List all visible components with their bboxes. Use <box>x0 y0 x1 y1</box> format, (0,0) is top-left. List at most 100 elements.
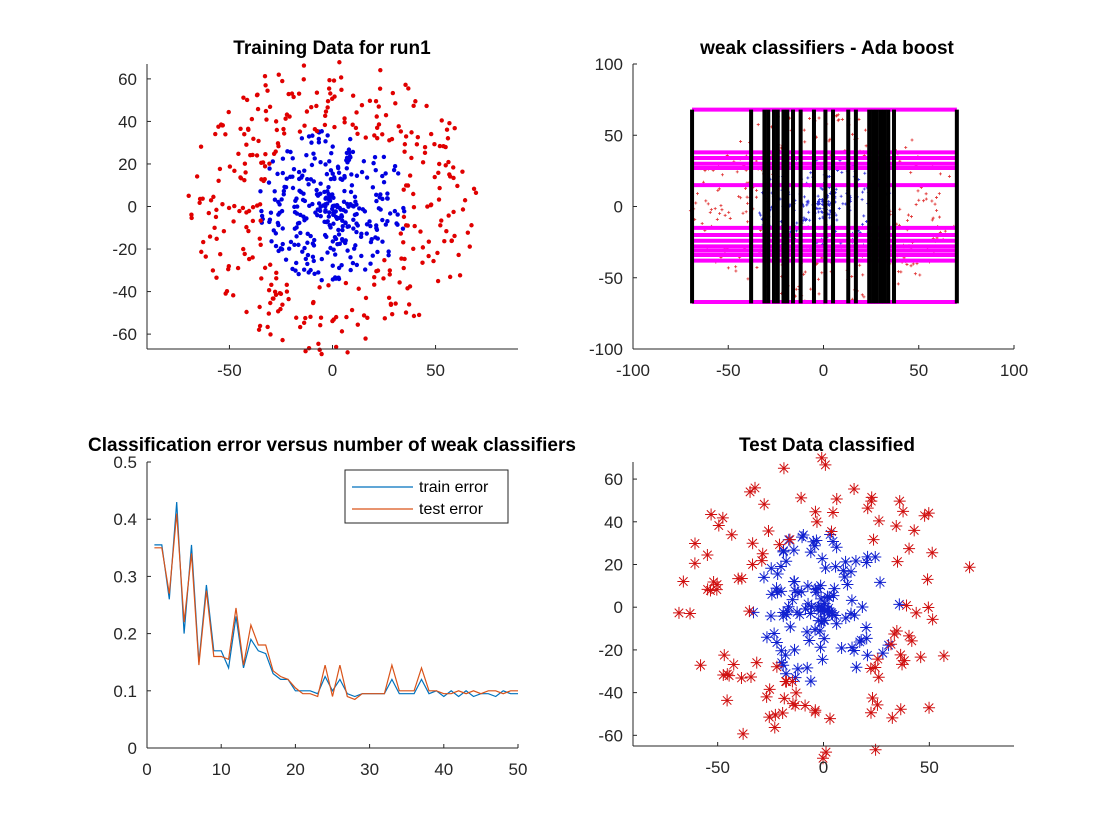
weak-data-point <box>723 213 727 217</box>
test-point <box>861 550 874 563</box>
training-point <box>397 280 402 285</box>
training-point <box>249 116 255 122</box>
test-point <box>808 539 821 552</box>
training-point <box>257 236 262 241</box>
training-point <box>280 302 285 307</box>
test-point <box>818 597 831 610</box>
weak-data-point <box>840 117 844 121</box>
training-point <box>355 131 360 137</box>
weak-data-point <box>807 210 811 214</box>
training-point <box>446 159 451 165</box>
training-point <box>296 91 302 96</box>
weak-data-point <box>734 265 738 269</box>
weak-data-point <box>863 171 867 175</box>
training-point <box>242 251 247 257</box>
training-point <box>273 149 278 154</box>
test-point <box>778 692 791 705</box>
test-point <box>963 561 976 574</box>
weak-data-point <box>930 218 934 222</box>
weak-data-point <box>851 132 855 136</box>
training-point <box>374 192 379 198</box>
training-point <box>284 176 289 181</box>
x-tick-label: 50 <box>426 361 445 380</box>
training-point <box>411 191 416 197</box>
test-point <box>817 752 830 765</box>
training-point <box>339 329 345 334</box>
training-point <box>328 225 333 230</box>
training-point <box>305 252 311 258</box>
test-point <box>814 579 827 592</box>
training-point <box>324 171 330 177</box>
training-point <box>315 213 320 218</box>
test-point <box>725 528 738 541</box>
test-point <box>790 686 803 699</box>
training-point <box>357 206 362 211</box>
training-point <box>208 198 214 203</box>
test-point <box>814 641 827 654</box>
training-point <box>325 105 330 110</box>
test-point <box>765 588 778 601</box>
test-point <box>727 658 740 671</box>
training-point <box>284 289 290 294</box>
weak-data-point <box>718 211 722 215</box>
training-point <box>431 258 436 264</box>
training-point <box>343 209 348 214</box>
training-point <box>278 291 284 297</box>
training-point <box>276 199 281 205</box>
training-point <box>373 167 378 173</box>
weak-classifiers-plot: weak classifiers - Ada boost -100 -50 0 50 1… <box>589 38 1028 380</box>
test-point <box>757 571 770 584</box>
training-point <box>380 239 385 244</box>
training-point <box>374 198 379 204</box>
training-point <box>241 246 246 252</box>
test-point <box>789 584 802 597</box>
test-point <box>869 551 882 564</box>
training-point <box>316 136 322 142</box>
training-point <box>388 301 394 306</box>
training-point <box>244 309 249 315</box>
x-tick-label: 30 <box>360 760 379 779</box>
training-point <box>416 312 422 318</box>
training-point <box>402 149 407 154</box>
training-point <box>270 159 276 164</box>
weak-data-point <box>834 187 838 191</box>
training-point <box>354 262 360 268</box>
training-point <box>383 171 388 176</box>
legend-test-label: test error <box>419 501 484 518</box>
test-point <box>762 524 775 537</box>
weak-data-point <box>802 272 806 276</box>
test-point <box>893 495 906 508</box>
weak-data-point <box>817 210 821 214</box>
weak-data-point <box>862 295 866 299</box>
training-point <box>309 104 314 110</box>
training-point <box>402 209 407 214</box>
training-point <box>257 304 262 310</box>
training-point <box>275 171 280 177</box>
training-point <box>386 253 391 258</box>
weak-data-point <box>858 263 862 267</box>
training-point <box>346 224 352 229</box>
training-point <box>323 139 328 144</box>
weak-data-point <box>746 277 750 281</box>
training-point <box>396 124 401 129</box>
training-point <box>375 136 380 141</box>
test-point <box>821 590 834 603</box>
test-point <box>860 556 873 569</box>
training-point <box>342 116 347 121</box>
training-point <box>342 120 347 125</box>
training-point <box>436 170 441 176</box>
weak-data-point <box>861 273 865 277</box>
legend-box <box>344 469 509 524</box>
weak-data-point <box>694 201 698 205</box>
test-point <box>701 548 714 561</box>
training-point <box>292 242 297 247</box>
test-point <box>684 607 697 620</box>
training-point <box>301 191 306 196</box>
weak-data-point <box>914 203 918 207</box>
training-point <box>426 253 431 259</box>
training-point <box>381 276 386 281</box>
weak-data-point <box>739 139 743 143</box>
training-point <box>333 252 338 257</box>
training-point <box>303 349 308 354</box>
weak-data-point <box>816 277 820 281</box>
